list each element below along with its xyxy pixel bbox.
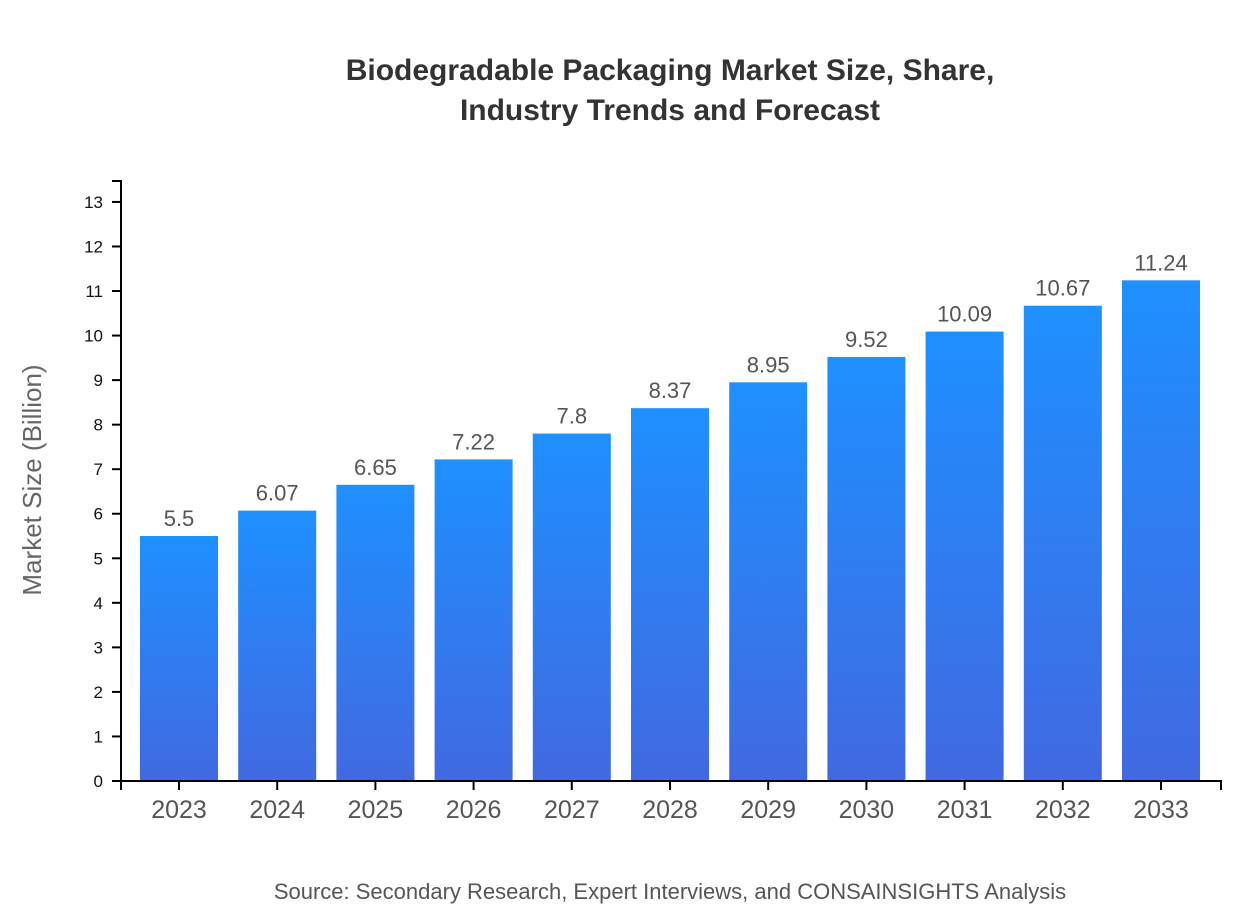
data-label-2033: 11.24 (1134, 250, 1187, 275)
x-tick-label-2024: 2024 (249, 796, 305, 824)
y-tick-label-1: 1 (94, 727, 103, 746)
bar-2029 (729, 382, 808, 781)
x-axis-line (120, 780, 1222, 790)
data-label-2027: 7.8 (557, 404, 588, 429)
x-tick-label-2030: 2030 (839, 796, 895, 824)
y-axis-label: Market Size (Billion) (17, 364, 47, 595)
bar-2033 (1122, 280, 1200, 781)
data-label-2030: 9.52 (845, 327, 888, 352)
x-axis: 2023 2024 2025 2026 2027 2028 2029 2030 2031 2032… (120, 780, 1222, 824)
bar-2024 (238, 510, 317, 781)
x-tick-label-2026: 2026 (446, 796, 502, 824)
y-tick-label-4: 4 (94, 594, 103, 613)
y-tick-label-2: 2 (94, 683, 103, 702)
bar-2025 (336, 484, 415, 781)
y-tick-label-11: 11 (85, 282, 103, 301)
bar-2031 (925, 331, 1004, 781)
data-label-2026: 7.22 (452, 429, 495, 454)
x-tick-label-2032: 2032 (1035, 796, 1091, 824)
x-tick-label-2029: 2029 (740, 796, 796, 824)
bar-2027 (532, 433, 611, 781)
x-tick-label-2027: 2027 (544, 796, 600, 824)
data-label-2024: 6.07 (256, 481, 299, 506)
bar-2032 (1023, 305, 1102, 781)
x-tick-label-2023: 2023 (151, 796, 207, 824)
y-tick-label-10: 10 (84, 327, 103, 346)
data-label-2029: 8.95 (747, 352, 790, 377)
chart-title-line-2: Industry Trends and Forecast (460, 94, 880, 127)
y-tick-label-0: 0 (94, 772, 103, 791)
data-label-2031: 10.09 (937, 302, 992, 327)
chart-title-line-1: Biodegradable Packaging Market Size, Sha… (346, 54, 995, 87)
source-note: Source: Secondary Research, Expert Inter… (274, 879, 1066, 904)
x-tick-label-2031: 2031 (937, 796, 993, 824)
y-tick-label-3: 3 (94, 638, 103, 657)
bars-group: 5.5 6.07 6.65 7.22 7.8 8.37 8.95 9.52 10.09 10.67… (140, 250, 1200, 781)
y-tick-label-13: 13 (84, 193, 103, 212)
y-tick-label-6: 6 (94, 505, 103, 524)
y-tick-label-8: 8 (94, 416, 103, 435)
bar-2023 (140, 536, 218, 781)
data-label-2025: 6.65 (354, 455, 397, 480)
y-tick-label-12: 12 (84, 237, 103, 256)
y-tick-label-9: 9 (94, 371, 103, 390)
x-tick-label-2033: 2033 (1133, 796, 1189, 824)
y-tick-label-7: 7 (94, 460, 103, 479)
data-label-2028: 8.37 (649, 378, 692, 403)
x-tick-label-2028: 2028 (642, 796, 698, 824)
bar-2026 (434, 459, 513, 781)
x-tick-label-2025: 2025 (348, 796, 404, 824)
bar-2028 (631, 408, 709, 781)
data-label-2023: 5.5 (164, 506, 195, 531)
bar-2030 (827, 356, 906, 781)
data-label-2032: 10.67 (1035, 276, 1090, 301)
y-tick-label-5: 5 (94, 549, 103, 568)
